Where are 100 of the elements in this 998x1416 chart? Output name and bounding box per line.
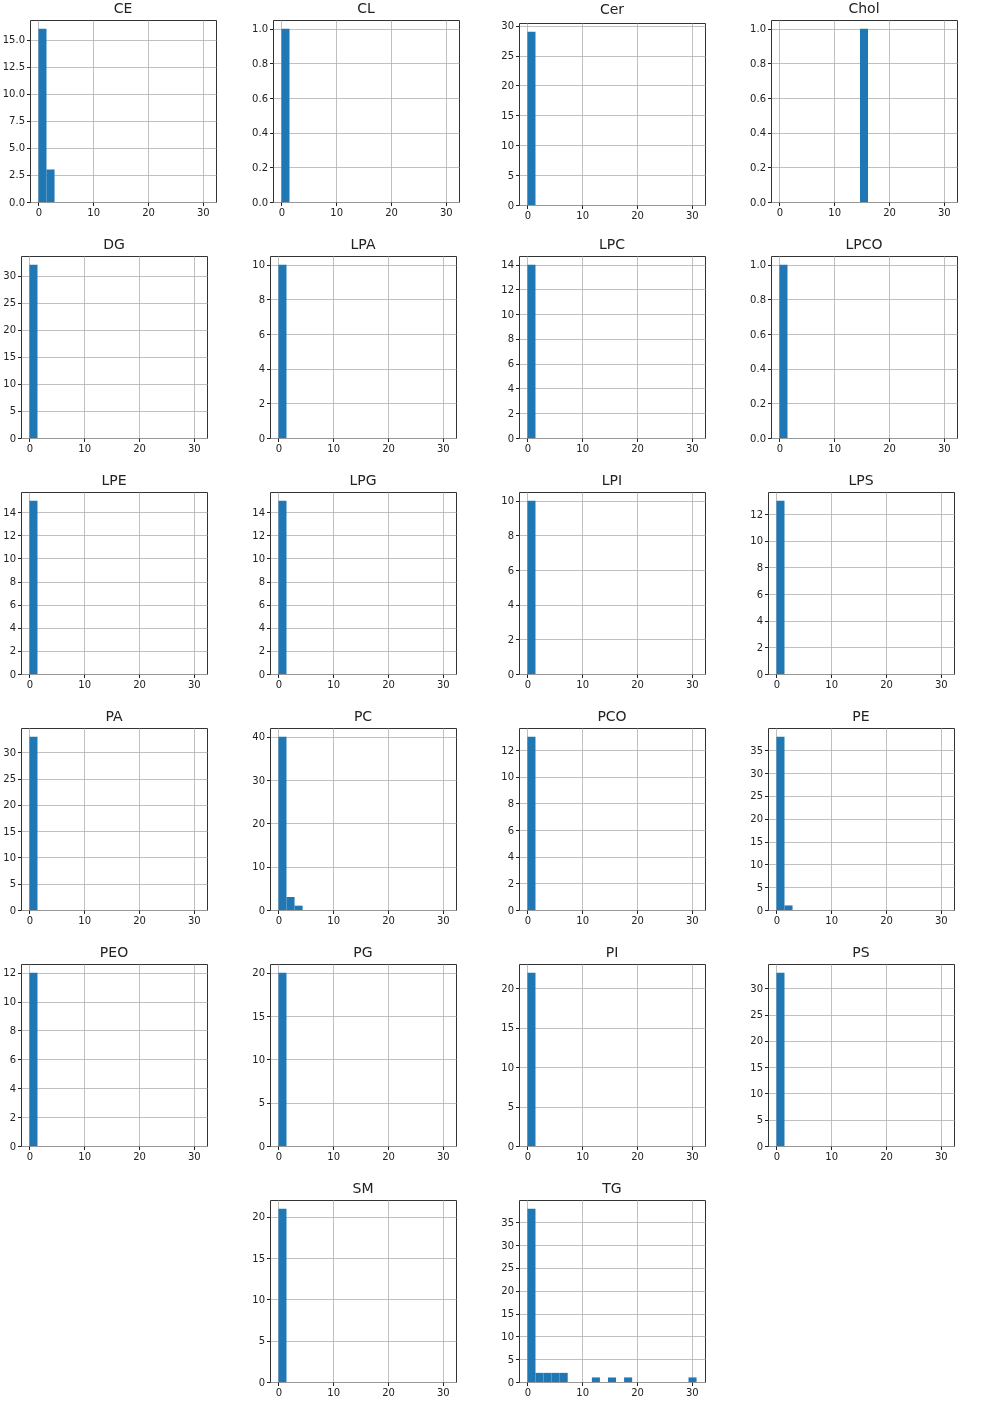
y-tick-label: 4: [507, 382, 514, 394]
y-tick-label: 15: [3, 351, 16, 363]
chart-title: Cer: [599, 0, 625, 17]
x-tick-label: 30: [685, 1151, 699, 1162]
x-tick-label: 20: [631, 915, 644, 926]
x-tick-label: 10: [576, 443, 590, 454]
y-tick-label: 8: [9, 1024, 16, 1036]
y-tick-label: 5: [507, 1101, 514, 1113]
chart-title: SM: [352, 1180, 374, 1196]
x-tick-label: 0: [773, 1151, 781, 1162]
x-tick-label: 10: [825, 679, 839, 690]
x-tick-label: 30: [187, 679, 201, 690]
x-tick-label: 20: [883, 443, 896, 454]
y-tick-label: 10.0: [2, 88, 25, 100]
y-tick-label: 0.6: [252, 92, 268, 104]
y-tick-label: 10: [501, 1330, 514, 1342]
y-tick-label: 0: [258, 1376, 265, 1388]
x-tick-label: 0: [524, 679, 532, 690]
y-tick-label: 2: [9, 645, 16, 657]
chart-title: TG: [601, 1180, 622, 1196]
y-tick-label: 4: [756, 615, 763, 627]
y-tick-label: 0: [507, 904, 514, 916]
x-tick-label: 10: [330, 207, 344, 218]
y-tick-label: 2: [507, 877, 514, 889]
x-tick-label: 30: [436, 1387, 450, 1398]
y-tick-label: 15: [252, 1010, 265, 1022]
y-tick-label: 0.2: [750, 397, 766, 409]
y-tick-label: 20: [252, 967, 265, 979]
y-tick-label: 35: [750, 744, 763, 756]
x-tick-label: 10: [828, 443, 842, 454]
x-tick-label: 20: [142, 207, 155, 218]
y-tick-label: 8: [756, 561, 763, 573]
chart-title: PEO: [99, 944, 129, 960]
y-tick-label: 0: [9, 668, 16, 680]
x-tick-label: 30: [934, 915, 948, 926]
y-tick-label: 15: [252, 1252, 265, 1264]
y-tick-label: 12: [501, 744, 514, 756]
y-tick-label: 10: [3, 552, 16, 564]
y-tick-label: 12: [750, 508, 763, 520]
y-tick-label: 30: [252, 774, 265, 786]
y-tick-label: 10: [252, 861, 265, 873]
y-tick-label: 10: [750, 535, 763, 547]
x-tick-label: 30: [187, 915, 201, 926]
x-tick-label: 20: [880, 915, 893, 926]
x-tick-label: 30: [685, 915, 699, 926]
y-tick-label: 6: [507, 824, 514, 836]
x-tick-label: 10: [78, 679, 92, 690]
x-tick-label: 10: [327, 1387, 341, 1398]
y-tick-label: 0.0: [750, 432, 766, 444]
x-tick-label: 10: [825, 1151, 839, 1162]
y-tick-label: 10: [750, 858, 763, 870]
y-tick-label: 0.8: [750, 57, 766, 69]
x-tick-label: 20: [883, 207, 896, 218]
y-tick-label: 25: [3, 297, 16, 309]
y-tick-label: 6: [258, 328, 265, 340]
y-tick-label: 12: [252, 529, 265, 541]
y-tick-label: 25: [3, 773, 16, 785]
y-tick-label: 0.8: [252, 57, 268, 69]
y-tick-label: 20: [501, 1285, 514, 1297]
y-tick-label: 14: [252, 506, 265, 518]
x-tick-label: 10: [87, 207, 101, 218]
y-tick-label: 5: [258, 1335, 265, 1347]
y-tick-label: 15: [750, 1061, 763, 1073]
y-tick-label: 0.0: [750, 196, 766, 208]
x-tick-label: 30: [436, 915, 450, 926]
x-tick-label: 10: [576, 1387, 590, 1398]
y-tick-label: 25: [501, 1262, 514, 1274]
x-tick-label: 0: [275, 915, 283, 926]
y-tick-label: 14: [3, 506, 16, 518]
y-tick-label: 0: [258, 432, 265, 444]
x-tick-label: 0: [275, 679, 283, 690]
y-tick-label: 2.5: [9, 169, 25, 181]
y-tick-label: 10: [501, 495, 514, 507]
x-tick-label: 20: [133, 679, 146, 690]
x-tick-label: 20: [631, 210, 644, 221]
x-tick-label: 0: [26, 443, 34, 454]
y-tick-label: 5: [9, 878, 16, 890]
y-tick-label: 14: [501, 259, 514, 271]
x-tick-label: 10: [576, 1151, 590, 1162]
x-tick-label: 20: [133, 1151, 146, 1162]
x-tick-label: 0: [26, 1151, 34, 1162]
y-tick-label: 20: [3, 324, 16, 336]
x-tick-label: 30: [196, 207, 210, 218]
x-tick-label: 30: [685, 1387, 699, 1398]
y-tick-label: 0: [507, 432, 514, 444]
y-tick-label: 0.4: [750, 363, 766, 375]
x-tick-label: 10: [576, 915, 590, 926]
y-tick-label: 30: [501, 1239, 514, 1251]
y-tick-label: 40: [252, 731, 265, 743]
y-tick-label: 30: [750, 982, 763, 994]
y-tick-label: 10: [3, 378, 16, 390]
x-tick-label: 20: [631, 679, 644, 690]
y-tick-label: 10: [252, 1053, 265, 1065]
y-tick-label: 5: [507, 169, 514, 181]
chart-title: LPCO: [845, 236, 883, 252]
y-tick-label: 6: [507, 564, 514, 576]
y-tick-label: 6: [9, 599, 16, 611]
y-tick-label: 7.5: [9, 115, 25, 127]
y-tick-label: 0: [507, 1376, 514, 1388]
x-tick-label: 20: [382, 443, 395, 454]
